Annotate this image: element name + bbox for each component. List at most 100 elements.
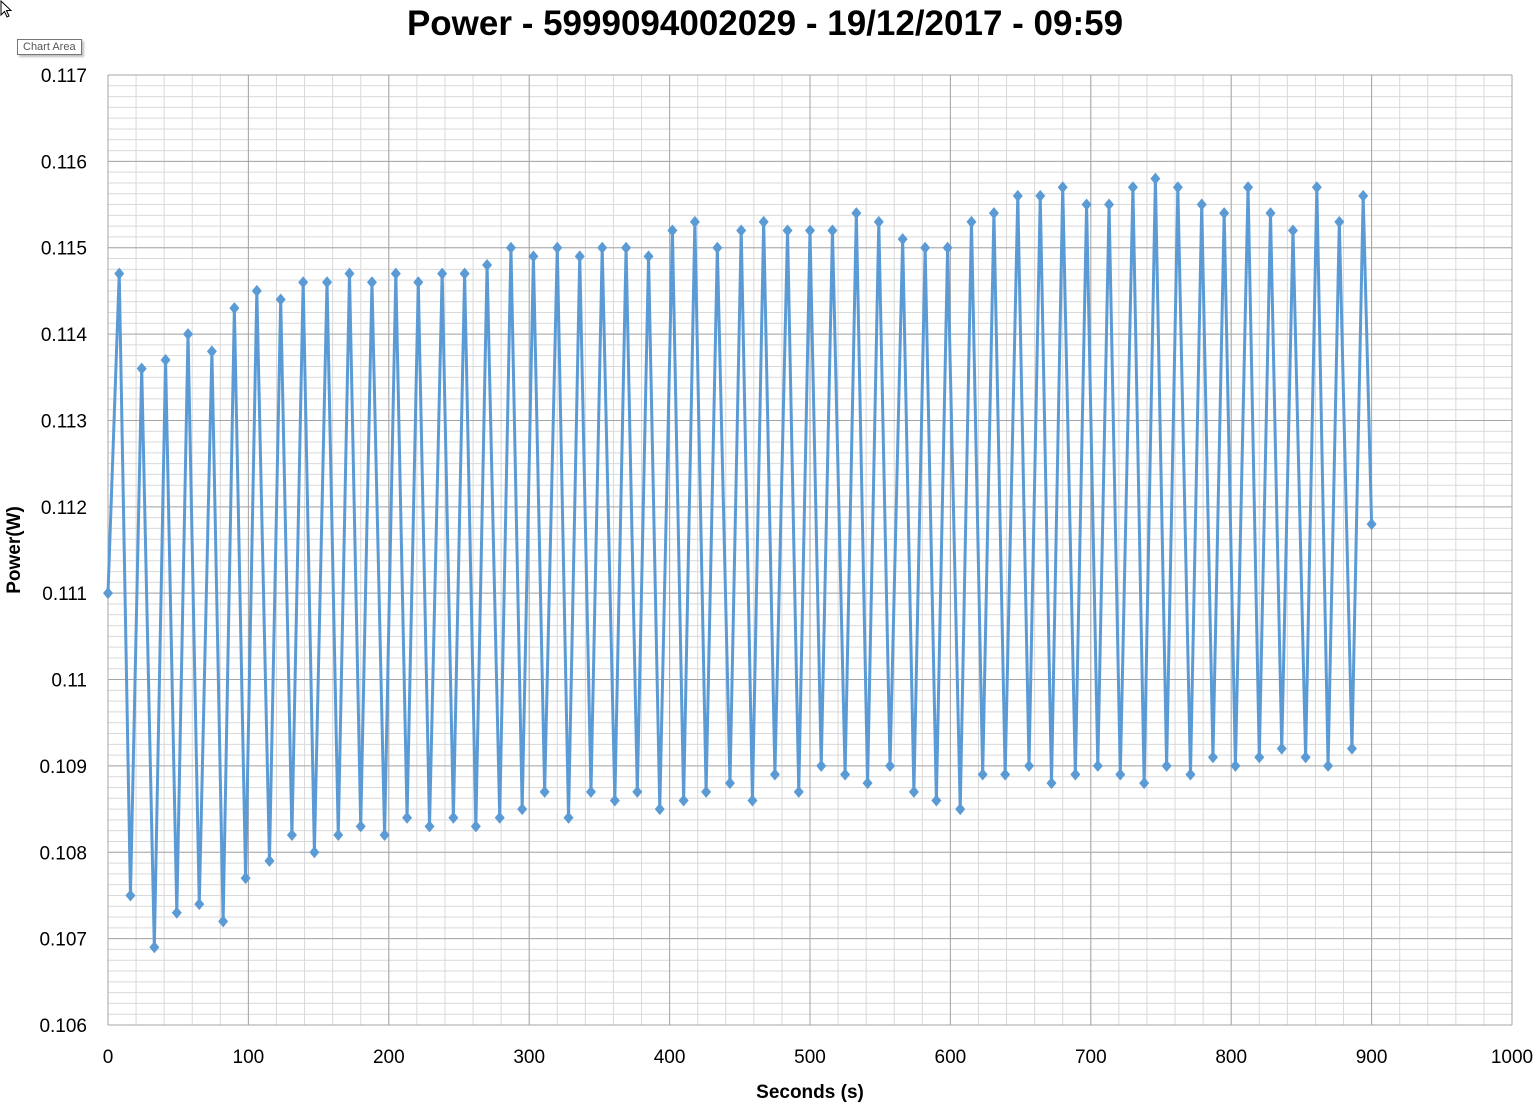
x-tick-label: 700 [1075, 1047, 1107, 1068]
x-tick-label: 400 [654, 1047, 686, 1068]
data-point-marker [552, 241, 563, 254]
data-point-marker [840, 768, 851, 781]
y-tick-label: 0.107 [39, 930, 87, 951]
x-tick-label: 100 [233, 1047, 265, 1068]
data-point-marker [183, 328, 194, 341]
data-point-marker [355, 820, 366, 833]
y-tick-label: 0.115 [41, 239, 87, 260]
y-axis: 0.106 0.107 0.108 0.109 0.11 0.111 0.112 0.113 0… [39, 66, 87, 1037]
data-point-marker [827, 224, 838, 237]
data-point-marker [942, 241, 953, 254]
data-point-marker [667, 224, 678, 237]
data-point-marker [298, 276, 309, 289]
data-point-marker [816, 759, 827, 772]
data-point-marker [482, 259, 493, 271]
data-point-marker [862, 777, 873, 790]
data-point-marker [931, 794, 942, 807]
data-point-marker [1243, 181, 1254, 194]
data-point-marker [1254, 751, 1265, 764]
data-point-marker [114, 267, 125, 280]
series-power [103, 172, 1377, 954]
data-point-marker [1012, 189, 1023, 202]
data-point-marker [448, 811, 459, 824]
y-tick-label: 0.117 [41, 66, 87, 87]
data-point-marker [1000, 768, 1011, 781]
data-point-marker [1334, 215, 1345, 228]
data-point-marker [920, 241, 931, 254]
data-point-marker [1092, 759, 1103, 772]
data-point-marker [539, 785, 550, 798]
x-tick-label: 600 [935, 1047, 967, 1068]
data-point-marker [747, 794, 758, 807]
data-point-marker [344, 267, 355, 280]
data-point-marker [1346, 742, 1357, 755]
data-point-marker [286, 829, 297, 841]
x-tick-label: 0 [103, 1047, 114, 1068]
data-point-marker [470, 820, 481, 833]
data-point-marker [1196, 198, 1207, 211]
x-tick-label: 1000 [1491, 1047, 1533, 1068]
data-point-marker [309, 846, 320, 859]
data-point-marker [1035, 189, 1046, 202]
data-point-marker [897, 233, 908, 246]
data-point-marker [333, 829, 344, 841]
data-point-marker [988, 207, 999, 220]
data-point-marker [437, 267, 448, 280]
data-point-marker [1219, 207, 1230, 220]
data-point-marker [851, 207, 862, 220]
data-point-marker [1358, 189, 1369, 202]
data-point-marker [229, 302, 240, 315]
data-point-marker [1172, 181, 1183, 194]
data-point-marker [424, 820, 435, 833]
chart-title: Power - 5999094002029 - 19/12/2017 - 09:… [407, 4, 1123, 43]
x-tick-label: 300 [513, 1047, 545, 1068]
data-point-marker [885, 759, 896, 772]
data-point-marker [240, 872, 251, 885]
data-point-marker [1104, 198, 1115, 211]
y-tick-label: 0.109 [39, 757, 87, 778]
data-point-marker [149, 941, 160, 954]
data-point-marker [955, 803, 966, 816]
data-point-marker [1287, 224, 1298, 237]
data-point-marker [724, 777, 735, 790]
y-tick-label: 0.11 [51, 671, 87, 692]
data-point-marker [517, 803, 528, 816]
data-point-marker [597, 241, 608, 254]
data-point-marker [322, 276, 333, 289]
data-point-marker [251, 284, 262, 297]
data-point-marker [908, 785, 919, 798]
data-point-marker [758, 215, 769, 228]
data-point-marker [136, 362, 147, 375]
data-point-marker [275, 293, 286, 306]
data-point-marker [171, 906, 182, 919]
data-point-marker [1150, 172, 1161, 185]
data-point-marker [1185, 768, 1196, 781]
y-tick-label: 0.114 [41, 325, 88, 346]
data-point-marker [1311, 181, 1322, 194]
data-point-marker [574, 250, 585, 263]
data-point-marker [977, 768, 988, 781]
data-point-marker [701, 785, 712, 798]
data-point-marker [390, 267, 401, 280]
data-point-marker [1115, 768, 1126, 781]
data-point-marker [1139, 777, 1150, 790]
data-point-marker [873, 215, 884, 228]
data-point-marker [103, 587, 113, 600]
data-point-marker [494, 811, 505, 824]
data-point-marker [1366, 518, 1377, 531]
data-point-marker [1070, 768, 1081, 781]
data-point-marker [160, 354, 171, 366]
data-point-marker [413, 276, 424, 289]
data-point-marker [632, 785, 643, 798]
y-tick-label: 0.113 [41, 411, 87, 432]
chart-area-tooltip: Chart Area [17, 39, 82, 55]
data-point-marker [366, 276, 377, 289]
x-tick-label: 800 [1215, 1047, 1247, 1068]
data-point-marker [125, 889, 136, 902]
data-point-marker [621, 241, 632, 254]
data-point-marker [793, 785, 804, 798]
y-axis-label: Power(W) [4, 506, 25, 594]
data-point-marker [1265, 207, 1276, 220]
data-point-marker [769, 768, 780, 781]
y-tick-label: 0.108 [39, 843, 87, 864]
